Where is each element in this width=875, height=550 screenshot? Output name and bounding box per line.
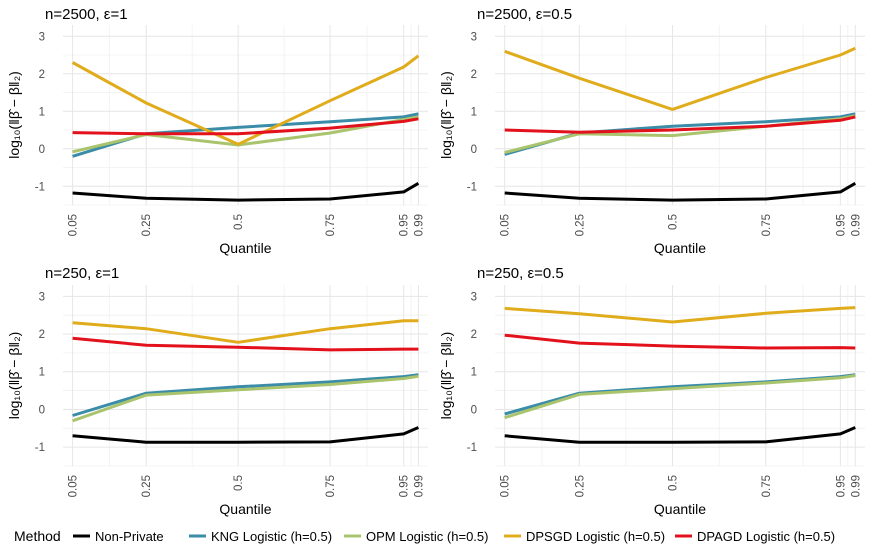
legend: Method Non-Private KNG Logistic (h=0.5) OPM…: [14, 528, 835, 544]
legend-label: DPAGD Logistic (h=0.5): [697, 529, 835, 544]
series-line: [504, 426, 856, 444]
legend-title: Method: [14, 528, 61, 544]
panel-title: n=250, ε=0.5: [477, 265, 564, 282]
y-tick-label: 1: [39, 106, 45, 118]
series-line: [504, 306, 856, 324]
x-tick-label: 0.99: [850, 475, 862, 497]
legend-label: DPSGD Logistic (h=0.5): [526, 529, 665, 544]
legend-label: OPM Logistic (h=0.5): [366, 529, 488, 544]
y-tick-label: 3: [471, 291, 477, 303]
x-tick-label: 0.5: [233, 214, 245, 230]
series-line: [504, 333, 856, 350]
y-tick-label: 1: [39, 367, 45, 379]
y-tick-label: 0: [471, 404, 477, 416]
series-line: [72, 319, 419, 344]
x-tick-label: 0.5: [668, 214, 680, 230]
y-tick-label: 2: [471, 329, 477, 341]
x-tick-label: 0.25: [141, 214, 153, 236]
panel-4: -1 0 1 2 3 0.05 0.25 0.5 0.75 0.95 0.99 n=250, ε=0.…: [438, 265, 865, 517]
panel-1: -1 0 1 2 3 0.05 0.25 0.5 0.75 0.95 0.99 n=2500, ε=1…: [6, 6, 428, 256]
x-tick-label: 0.95: [399, 214, 411, 236]
y-tick-label: 1: [471, 367, 477, 379]
x-tick-label: 0.95: [835, 214, 847, 236]
y-tick-label: -1: [35, 442, 45, 454]
legend-label: Non-Private: [95, 529, 164, 544]
series-line: [504, 46, 856, 111]
series-line: [71, 54, 420, 146]
x-tick-label: 0.99: [413, 214, 425, 236]
x-tick-label: 0.05: [68, 214, 80, 236]
x-axis-title: Quantile: [654, 501, 706, 517]
x-tick-label: 0.95: [399, 475, 411, 497]
x-tick-label: 0.25: [574, 214, 586, 236]
series-line: [72, 117, 419, 136]
y-tick-label: -1: [467, 181, 477, 193]
series-line: [72, 373, 419, 417]
x-tick-label: 0.75: [761, 214, 773, 236]
series-line: [72, 182, 420, 202]
panel-title: n=250, ε=1: [45, 265, 119, 282]
y-tick-label: 0: [39, 144, 45, 156]
series-line: [72, 336, 419, 352]
x-tick-label: 0.95: [835, 475, 847, 497]
x-tick-label: 0.99: [413, 475, 425, 497]
y-tick-label: 2: [39, 69, 45, 81]
x-tick-label: 0.5: [668, 475, 680, 491]
panel-title: n=2500, ε=1: [45, 6, 128, 23]
y-tick-label: 3: [39, 31, 45, 43]
series-line: [72, 115, 419, 154]
x-axis-title: Quantile: [219, 501, 271, 517]
series-line: [504, 115, 856, 134]
y-tick-label: -1: [467, 442, 477, 454]
x-tick-label: 0.99: [850, 214, 862, 236]
y-tick-label: 2: [471, 69, 477, 81]
x-tick-label: 0.05: [500, 475, 512, 497]
y-tick-label: 3: [471, 31, 477, 43]
series-line: [504, 182, 857, 202]
x-tick-label: 0.75: [325, 475, 337, 497]
series-line: [72, 426, 419, 444]
y-tick-label: 0: [471, 144, 477, 156]
x-tick-label: 0.25: [574, 475, 586, 497]
y-axis-title: log₁₀(‖β̂ − β‖₂): [438, 71, 454, 159]
y-axis-title: log₁₀(‖β̂ − β‖₂): [438, 332, 454, 420]
x-tick-label: 0.05: [500, 214, 512, 236]
x-axis-title: Quantile: [219, 240, 271, 256]
y-axis-title: log₁₀(‖β̂ − β‖₂): [6, 332, 22, 420]
x-tick-label: 0.75: [761, 475, 773, 497]
y-tick-label: 1: [471, 106, 477, 118]
y-axis-title: log₁₀(‖β̂ − β‖₂): [6, 71, 22, 159]
legend-label: KNG Logistic (h=0.5): [211, 529, 332, 544]
x-tick-label: 0.25: [141, 475, 153, 497]
series-line: [72, 374, 419, 423]
x-axis-title: Quantile: [654, 240, 706, 256]
series-line: [504, 374, 856, 420]
y-tick-label: 3: [39, 291, 45, 303]
x-tick-label: 0.05: [68, 475, 80, 497]
panel-title: n=2500, ε=0.5: [477, 6, 572, 23]
panel-2: -1 0 1 2 3 0.05 0.25 0.5 0.75 0.95 0.99 n=2500, ε=0…: [438, 6, 865, 256]
panel-3: -1 0 1 2 3 0.05 0.25 0.5 0.75 0.95 0.99 n=250, ε=1 Q…: [6, 265, 428, 517]
y-tick-label: 0: [39, 404, 45, 416]
y-tick-label: -1: [35, 181, 45, 193]
x-tick-label: 0.75: [325, 214, 337, 236]
y-tick-label: 2: [39, 329, 45, 341]
x-tick-label: 0.5: [233, 475, 245, 491]
